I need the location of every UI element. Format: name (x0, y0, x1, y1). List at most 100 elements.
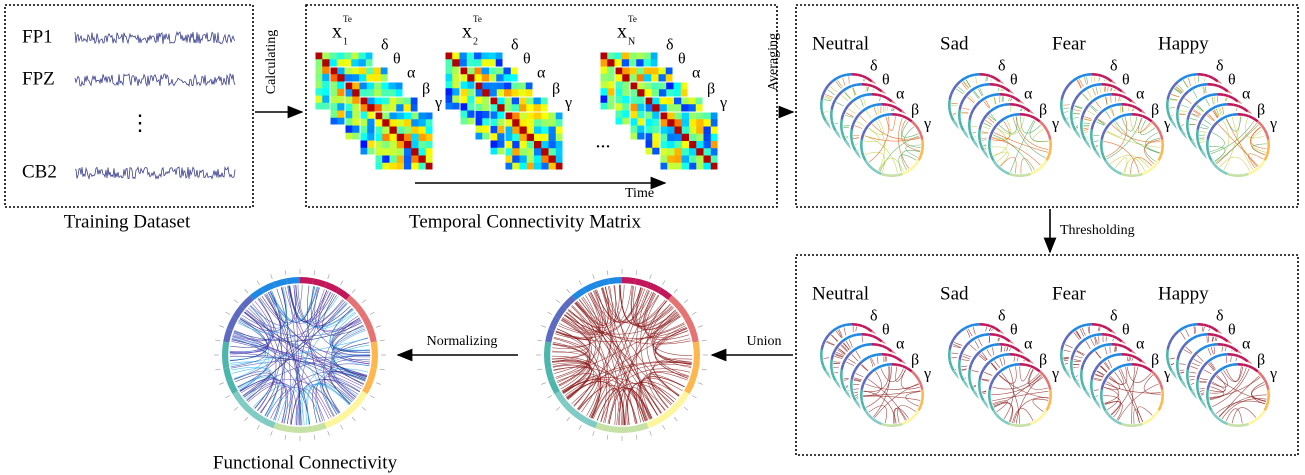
matrix-cell (534, 112, 542, 120)
matrix-cell (467, 111, 475, 119)
matrix-cell (360, 148, 368, 156)
matrix-cell (426, 163, 434, 171)
matrix-cell (549, 148, 557, 156)
matrix-cell (527, 148, 535, 156)
matrix-cell (337, 74, 345, 82)
matrix-cell (696, 104, 704, 112)
matrix-cell (615, 96, 623, 104)
matrix-cell (600, 67, 608, 75)
matrix-cell (511, 67, 519, 75)
band-label: β (552, 81, 560, 98)
matrix-cell (660, 104, 668, 112)
matrix-cell (667, 127, 675, 135)
ring-segment (1102, 333, 1108, 336)
matrix-cell (660, 134, 668, 142)
matrix-cell (696, 127, 704, 135)
ring-segment (1122, 353, 1128, 356)
matrix-cell (345, 89, 353, 97)
ring-segment (1096, 83, 1102, 86)
ring-segment (872, 93, 878, 96)
matrix-cell (660, 148, 668, 156)
ring-segment (994, 343, 1000, 346)
matrix-cell (411, 112, 419, 120)
matrix-cell (426, 134, 434, 142)
matrix-cell (351, 52, 359, 60)
matrix-cell (666, 82, 674, 90)
matrix-cell (490, 97, 498, 105)
matrix-cell (615, 67, 623, 75)
matrix-cell (337, 103, 345, 111)
band-label: α (1024, 336, 1033, 353)
node-tick (674, 289, 677, 293)
emotion-label: Sad (940, 283, 969, 304)
ring-segment (948, 349, 951, 355)
ring-segment (1198, 73, 1204, 76)
matrix-cell (497, 112, 505, 120)
node-tick (380, 369, 385, 370)
node-tick (314, 435, 315, 440)
ring-segment (1010, 353, 1016, 356)
matrix-cell (689, 163, 697, 171)
ring-segment (1176, 365, 1179, 371)
ring-segment (1116, 353, 1122, 356)
matrix-cell (660, 97, 668, 105)
ring-segment (1192, 73, 1198, 76)
matrix-cell (481, 59, 489, 67)
matrix-subscript: 2 (473, 36, 478, 47)
matrix-cell (404, 119, 412, 127)
matrix-cell (600, 96, 608, 104)
matrix-cell (345, 104, 353, 112)
matrix-cell (352, 104, 360, 112)
ring-segment (886, 424, 892, 427)
node-tick (674, 417, 677, 421)
matrix-cell (644, 52, 652, 60)
ring-segment (958, 365, 961, 371)
matrix-cell (419, 127, 427, 135)
ring-segment (1122, 103, 1128, 106)
matrix-cell (526, 89, 534, 97)
matrix-cell (404, 163, 412, 171)
node-tick (636, 435, 637, 440)
ring-segment (300, 426, 314, 433)
matrix-cell (315, 81, 323, 89)
band-label: θ (882, 322, 890, 339)
band-label: γ (1269, 116, 1277, 133)
arrow-label: Calculating (264, 30, 279, 95)
matrix-cell (652, 104, 660, 112)
matrix-cell (315, 96, 323, 104)
ring-segment (1086, 73, 1092, 76)
ring-segment (948, 99, 951, 105)
matrix-cell (475, 97, 483, 105)
matrix-cell (497, 104, 505, 112)
ring-segment (300, 277, 314, 284)
band-label: δ (1216, 308, 1224, 325)
matrix-cell (330, 59, 338, 67)
matrix-cell (497, 89, 505, 97)
matrix-cell (711, 127, 719, 135)
matrix-cell (445, 59, 453, 67)
matrix-cell (375, 104, 383, 112)
node-tick (219, 383, 224, 385)
matrix-cell (460, 118, 468, 126)
ring-segment (1222, 353, 1228, 356)
ring-segment (820, 105, 823, 111)
matrix-cell (636, 59, 644, 67)
node-tick (692, 312, 696, 315)
ring-segment (994, 93, 1000, 96)
matrix-cell (315, 52, 323, 60)
ring-segment (1206, 395, 1209, 401)
ring-segment (1080, 369, 1083, 375)
matrix-cell (556, 119, 564, 127)
matrix-cell (482, 104, 490, 112)
matrix-cell (396, 89, 404, 97)
matrix-cell (556, 134, 564, 142)
band-label: γ (1051, 366, 1059, 383)
ring-segment (882, 353, 888, 356)
band-label: θ (1010, 322, 1018, 339)
matrix-cell (505, 127, 513, 135)
matrix-cell (404, 104, 412, 112)
matrix-cell (411, 148, 419, 156)
ring-segment (1208, 333, 1214, 336)
ring-segment (1218, 343, 1224, 346)
ring-segment (1186, 369, 1189, 375)
